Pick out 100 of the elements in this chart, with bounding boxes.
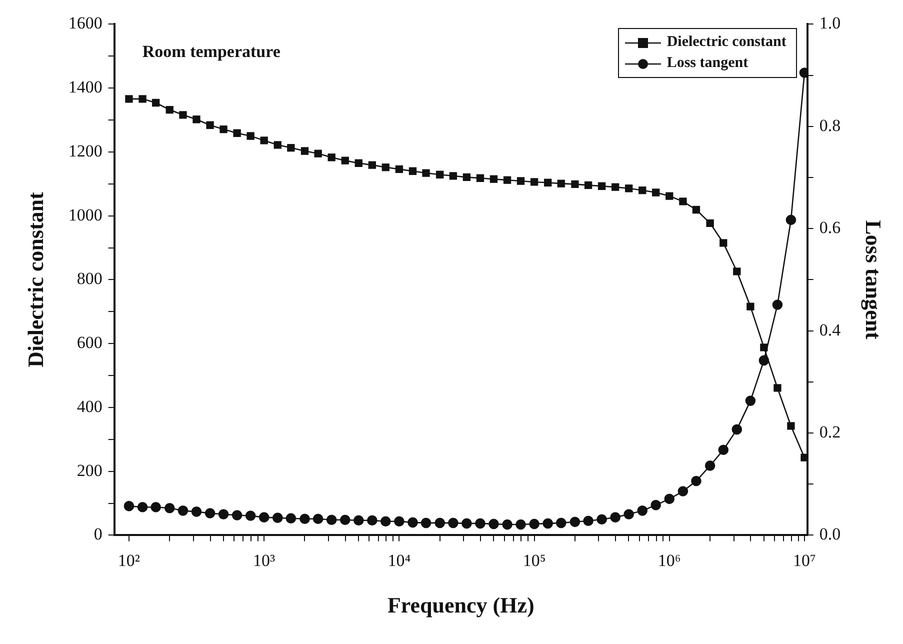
- point: [611, 183, 620, 191]
- point: [272, 512, 283, 523]
- point: [286, 513, 296, 524]
- x-tick-label: 10²: [118, 550, 140, 570]
- point: [745, 396, 756, 406]
- y-tick-label: 1600: [68, 14, 102, 33]
- x-tick-label: 10⁵: [522, 550, 546, 570]
- point: [556, 518, 566, 528]
- y2-axis-title: Loss tangent: [861, 220, 886, 340]
- point: [274, 141, 282, 149]
- point: [746, 302, 754, 310]
- y-tick-label: 1200: [68, 141, 102, 160]
- point: [544, 178, 552, 186]
- point: [191, 506, 202, 517]
- point: [571, 180, 579, 188]
- point: [246, 132, 254, 140]
- y-tick-label: 400: [76, 396, 102, 416]
- y2-tick-label: 0.6: [819, 218, 841, 238]
- point: [516, 177, 525, 185]
- x-tick-label: 10⁷: [793, 550, 816, 570]
- point: [800, 454, 808, 462]
- point: [786, 214, 796, 226]
- point: [245, 510, 256, 521]
- point: [650, 500, 661, 510]
- y2-tick-label: 0.8: [819, 116, 841, 135]
- point: [258, 512, 270, 522]
- point: [774, 384, 782, 392]
- point: [475, 518, 486, 529]
- point: [502, 519, 512, 530]
- point: [124, 500, 134, 512]
- point: [584, 181, 592, 189]
- point: [260, 136, 268, 144]
- point: [732, 424, 742, 435]
- point: [610, 512, 620, 522]
- point: [758, 355, 770, 366]
- point: [787, 422, 795, 430]
- point: [530, 178, 538, 186]
- y2-tick-label: 0.2: [819, 422, 841, 442]
- point: [772, 300, 783, 310]
- point: [436, 170, 444, 178]
- point: [462, 518, 472, 529]
- point: [624, 509, 634, 520]
- point: [367, 515, 378, 526]
- point: [204, 508, 216, 518]
- point: [300, 147, 309, 155]
- point: [341, 156, 349, 164]
- legend-label: Loss tangent: [666, 54, 748, 74]
- point: [353, 515, 364, 526]
- point: [462, 173, 471, 182]
- point: [503, 176, 512, 184]
- legend-label: Dielectric constant: [666, 33, 786, 52]
- point: [598, 182, 606, 190]
- point: [718, 444, 729, 456]
- point: [152, 98, 160, 107]
- y-tick-label: 0: [94, 524, 102, 544]
- point: [233, 129, 241, 137]
- x-tick-label: 10⁴: [388, 550, 411, 570]
- point: [300, 514, 310, 524]
- y-tick-label: 1400: [68, 78, 102, 97]
- point: [691, 476, 702, 486]
- point: [625, 184, 633, 192]
- point: [179, 111, 187, 119]
- point: [314, 150, 322, 158]
- point: [368, 161, 376, 169]
- point: [706, 219, 714, 228]
- point: [340, 514, 350, 526]
- point: [434, 518, 445, 528]
- point: [408, 167, 417, 175]
- point: [125, 95, 133, 103]
- y-tick-label: 1000: [68, 205, 102, 224]
- point: [720, 239, 728, 247]
- point: [220, 125, 228, 134]
- point: [326, 514, 337, 526]
- y-axis-title: Dielectric constant: [22, 191, 48, 368]
- point: [488, 518, 499, 530]
- y2-tick-label: 0.0: [819, 524, 841, 544]
- point: [206, 121, 214, 129]
- point: [232, 510, 242, 520]
- point: [652, 188, 660, 196]
- point: [178, 506, 188, 516]
- x-tick-label: 10³: [253, 550, 276, 570]
- y2-tick-label: 0.4: [819, 320, 842, 340]
- point: [395, 165, 404, 174]
- y-tick-label: 600: [76, 333, 102, 352]
- point: [448, 518, 458, 528]
- y-tick-label: 200: [76, 460, 102, 480]
- x-tick-label: 10⁶: [658, 550, 681, 570]
- point: [312, 514, 324, 524]
- y2-tick-label: 1.0: [819, 14, 841, 33]
- point: [328, 154, 336, 162]
- point: [733, 268, 741, 276]
- point: [449, 172, 458, 180]
- point: [287, 144, 295, 152]
- point: [704, 460, 716, 471]
- point: [382, 163, 390, 172]
- y-tick-label: 800: [76, 269, 102, 288]
- point: [760, 344, 768, 352]
- point: [637, 506, 648, 516]
- point: [692, 206, 700, 214]
- point: [380, 516, 391, 527]
